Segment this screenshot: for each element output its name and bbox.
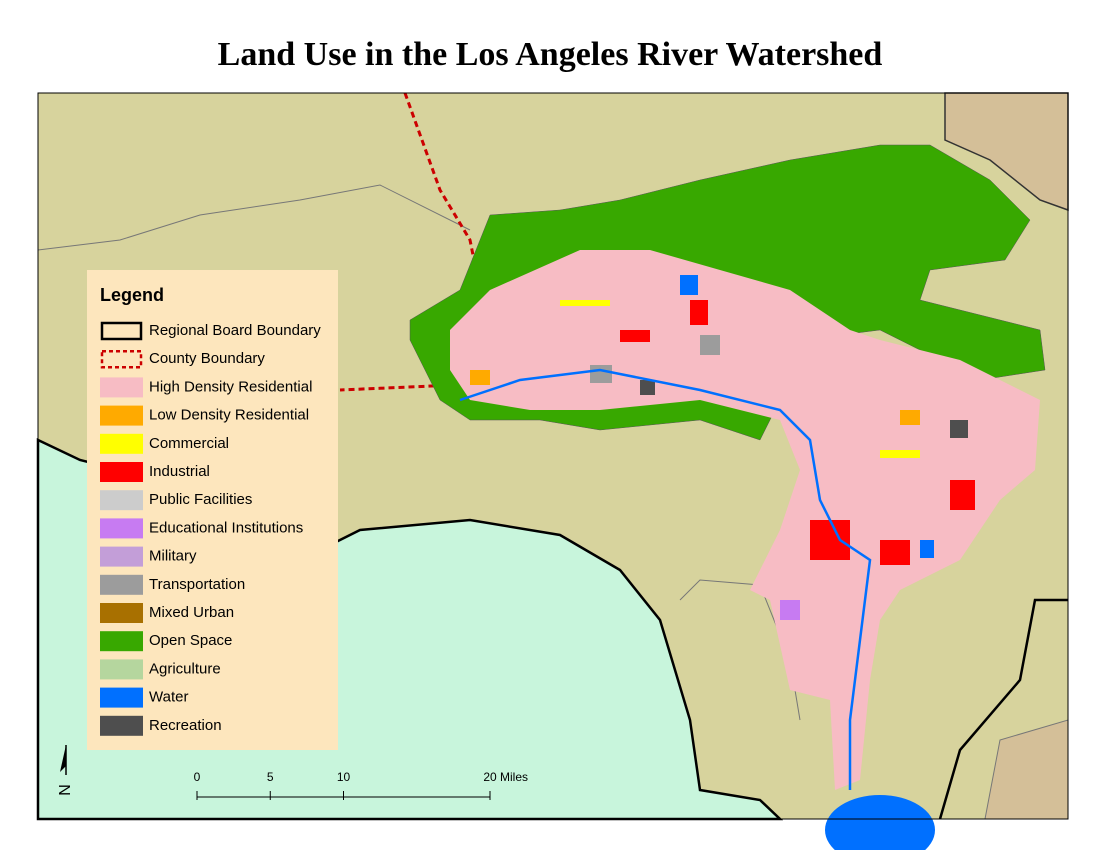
legend-swatch [100,462,143,482]
land-use-area [700,335,720,355]
north-arrow: N [57,745,74,796]
legend-swatch [100,659,143,680]
land-use-area [780,600,800,620]
land-use-area [560,300,610,306]
legend-label: County Boundary [149,350,265,367]
legend-label: Recreation [149,717,222,734]
land-use-area [900,410,920,425]
land-use-area [450,250,1040,790]
map-title: Land Use in the Los Angeles River Waters… [218,36,883,73]
legend-label: Educational Institutions [149,519,303,536]
scale-label: 20 [483,770,497,784]
legend-swatch [100,405,143,426]
land-use-area [880,540,910,565]
scale-bar: 0 5 10 20 Miles [194,770,528,800]
land-use-area [470,370,490,385]
scale-label: 0 [194,770,201,784]
legend-swatch [100,433,143,454]
legend-label: Industrial [149,463,210,480]
land-use-area [590,365,612,383]
legend-swatch [100,377,143,398]
legend-swatch [100,321,143,341]
legend-label: Agriculture [149,660,221,677]
land-use-area [680,275,698,295]
land-use-area [690,300,708,325]
legend-label: High Density Residential [149,378,312,395]
legend-label: Military [149,548,197,565]
legend-label: Regional Board Boundary [149,322,321,339]
legend-swatch [100,603,143,623]
legend-label: Mixed Urban [149,604,234,621]
legend-swatch [100,574,143,595]
legend-label: Transportation [149,576,245,593]
land-use-area [825,795,935,850]
legend-swatch [100,349,143,369]
legend-swatch [100,518,143,539]
legend-swatch [100,687,143,708]
scale-label: 5 [267,770,274,784]
land-use-area [810,520,850,560]
scale-unit: Miles [500,770,528,784]
land-use-area [950,420,968,438]
legend-label: Water [149,689,188,706]
river [459,368,872,790]
north-label: N [57,784,74,796]
legend-label: Commercial [149,435,229,452]
legend-swatch [100,546,143,567]
legend-swatch [100,631,143,652]
legend-label: Low Density Residential [149,407,309,424]
legend-label: Open Space [149,632,232,649]
land-use-area [880,450,920,458]
land-use-area [950,480,975,510]
legend: Legend Regional Board Boundary County Bou… [87,270,338,750]
legend-swatch [100,490,143,511]
land-use-area [640,380,655,395]
legend-title: Legend [100,285,164,305]
legend-label: Public Facilities [149,491,252,508]
scale-label: 10 [337,770,351,784]
land-use-area [920,540,934,558]
land-use-area [620,330,650,342]
legend-swatch [100,715,143,736]
